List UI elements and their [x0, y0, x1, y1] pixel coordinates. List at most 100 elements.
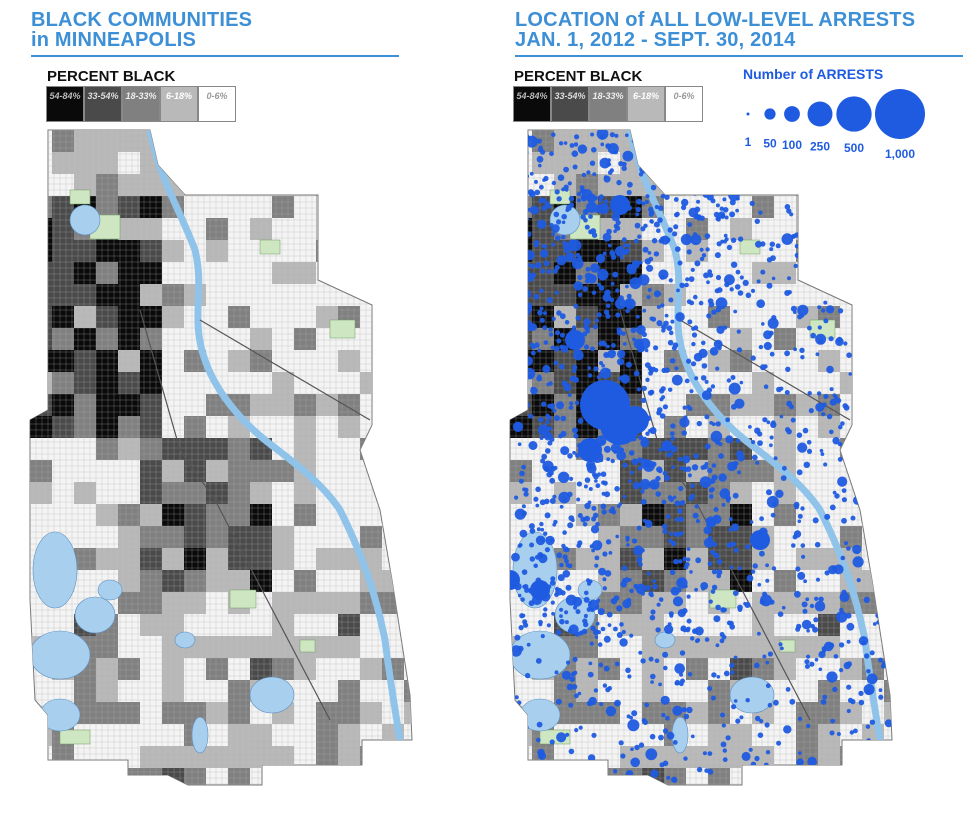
arrest-point — [562, 530, 567, 535]
arrest-point — [710, 487, 715, 492]
census-tract — [338, 768, 360, 785]
census-tract — [642, 658, 664, 680]
arrest-point — [633, 545, 644, 556]
arrest-point — [616, 605, 623, 612]
arrest-point — [650, 769, 659, 778]
arrest-point — [630, 327, 637, 334]
arrest-point — [866, 669, 871, 674]
arrest-point — [833, 654, 839, 659]
arrest-point — [554, 586, 560, 592]
census-tract — [338, 724, 360, 746]
rail-line — [199, 319, 371, 421]
arrest-point — [707, 751, 713, 756]
arrest-point — [707, 686, 713, 691]
arrest-point — [860, 392, 867, 398]
census-tract — [532, 768, 554, 785]
arrest-point — [542, 612, 548, 618]
legend-swatch-label: 33-54% — [554, 91, 586, 101]
arrest-cluster — [510, 570, 520, 590]
census-tract — [818, 614, 840, 636]
arrest-point — [820, 452, 825, 456]
census-tract — [752, 614, 774, 636]
census-tract — [642, 702, 664, 724]
arrest-point — [530, 263, 536, 269]
arrest-point — [813, 617, 819, 623]
arrest-point — [609, 297, 615, 303]
census-tract — [862, 482, 884, 504]
arrest-point — [516, 195, 522, 201]
arrest-point — [599, 135, 605, 140]
arrest-point — [515, 189, 526, 201]
arrest-point — [786, 208, 792, 214]
arrest-point — [624, 298, 636, 310]
census-tract — [294, 504, 316, 526]
arrest-point — [562, 242, 572, 251]
census-tract — [162, 240, 184, 262]
arrest-point — [674, 366, 679, 371]
arrest-point — [666, 452, 672, 458]
census-tract — [206, 746, 228, 768]
arrest-point — [865, 724, 871, 729]
arrest-point — [708, 599, 713, 604]
arrest-point — [517, 442, 522, 447]
arrest-point — [558, 491, 571, 504]
arrest-point — [856, 578, 861, 583]
arrests-bubble-label: 50 — [763, 137, 777, 151]
arrest-point — [572, 450, 576, 455]
arrest-point — [577, 513, 583, 518]
arrest-point — [706, 313, 712, 319]
arrest-point — [767, 317, 779, 329]
census-tract — [96, 130, 118, 152]
census-tract — [884, 240, 892, 262]
arrest-point — [577, 691, 582, 696]
census-tract — [118, 174, 140, 196]
lake — [729, 676, 775, 714]
arrest-point — [613, 769, 618, 774]
arrest-point — [612, 271, 619, 278]
arrest-point — [625, 538, 630, 542]
arrest-point — [661, 712, 666, 718]
arrest-point — [876, 620, 881, 625]
census-tract — [862, 284, 884, 306]
arrest-point — [554, 264, 560, 271]
arrest-point — [628, 578, 632, 582]
arrest-point — [529, 556, 535, 562]
census-tract — [206, 174, 228, 196]
arrest-point — [544, 201, 550, 207]
right-title-line-1: LOCATION of ALL LOW-LEVEL ARRESTS — [515, 9, 916, 31]
census-tract — [554, 416, 576, 438]
arrest-point — [680, 625, 687, 632]
arrest-point — [858, 216, 865, 223]
arrest-point — [635, 583, 647, 595]
census-tract — [228, 768, 250, 785]
arrest-point — [848, 372, 853, 376]
arrest-point — [658, 597, 664, 602]
arrest-point — [674, 500, 681, 507]
arrest-point — [807, 391, 812, 396]
arrest-point — [679, 157, 685, 163]
arrest-point — [777, 611, 784, 617]
arrest-point — [559, 332, 565, 338]
arrest-point — [685, 628, 690, 633]
arrest-point — [824, 773, 831, 780]
arrest-point — [846, 708, 851, 714]
arrest-point — [839, 592, 850, 603]
arrest-point — [826, 365, 834, 374]
arrest-point — [865, 689, 871, 695]
census-tract — [96, 438, 118, 460]
arrest-point — [586, 463, 597, 474]
arrest-point — [590, 346, 595, 352]
census-tract — [228, 526, 250, 548]
census-tract — [360, 526, 382, 548]
arrest-point — [749, 200, 755, 206]
census-tract — [250, 570, 272, 592]
arrest-point — [559, 614, 563, 618]
arrest-point — [590, 263, 600, 273]
arrest-point — [827, 136, 833, 142]
census-tract — [774, 438, 796, 460]
census-tract — [206, 702, 228, 724]
arrest-point — [884, 719, 892, 728]
arrest-point — [665, 514, 671, 519]
arrest-point — [650, 220, 654, 224]
arrest-point — [665, 237, 671, 243]
